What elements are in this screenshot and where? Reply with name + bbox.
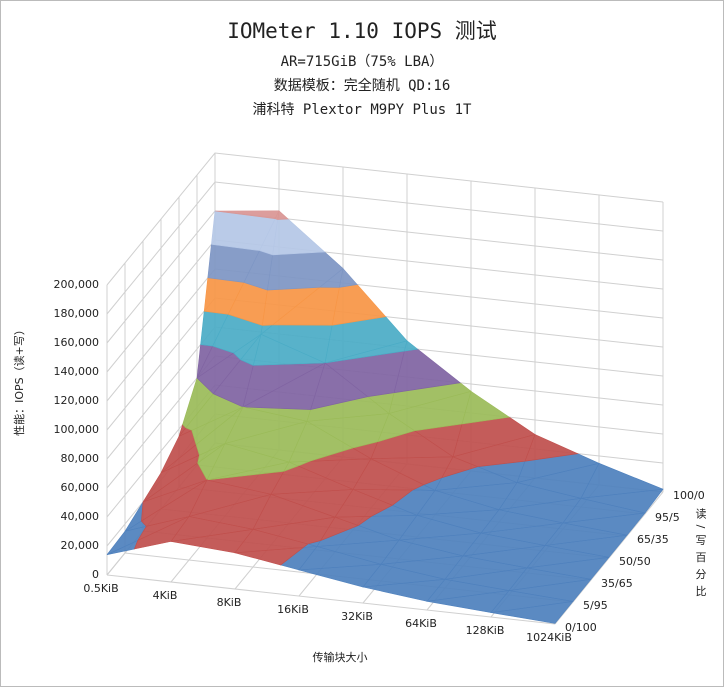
surface-cell bbox=[516, 434, 600, 499]
depth-tick-label: 65/35 bbox=[637, 533, 669, 546]
y-tick-label: 180,000 bbox=[54, 307, 100, 320]
surface-cell bbox=[306, 362, 390, 460]
surface-piece bbox=[416, 490, 500, 516]
depth-tick-label: 100/0 bbox=[673, 489, 705, 502]
surface-piece bbox=[480, 509, 564, 534]
surface-piece bbox=[233, 334, 262, 361]
surface-cell bbox=[288, 420, 373, 490]
surface-piece bbox=[141, 479, 208, 522]
surface-piece bbox=[298, 546, 382, 571]
depth-tick-label: 5/95 bbox=[583, 599, 608, 612]
chart-subtitle: 数据模板：完全随机 QD:16 bbox=[274, 77, 451, 94]
surface-piece bbox=[252, 333, 326, 366]
y-tick-label: 120,000 bbox=[54, 394, 100, 407]
surface-piece bbox=[380, 539, 464, 565]
x-tick-label: 64KiB bbox=[405, 617, 437, 630]
x-tick-label: 4KiB bbox=[153, 589, 178, 602]
surface-piece bbox=[339, 267, 358, 288]
surface-piece bbox=[191, 406, 244, 446]
surface-piece bbox=[524, 434, 579, 462]
x-tick-label: 0.5KiB bbox=[83, 582, 118, 595]
surface-piece bbox=[188, 479, 272, 517]
surface-piece bbox=[508, 567, 592, 591]
surface-piece bbox=[334, 489, 394, 518]
y-tick-label: 40,000 bbox=[61, 510, 100, 523]
surface-piece bbox=[170, 516, 254, 542]
surface-piece bbox=[252, 493, 336, 530]
surface-piece bbox=[426, 578, 510, 602]
depth-axis-title: 读/写百分比 bbox=[694, 506, 707, 602]
surface-cell bbox=[398, 514, 482, 557]
surface-piece bbox=[319, 516, 360, 542]
surface-piece bbox=[362, 563, 446, 588]
floor-grid bbox=[106, 574, 556, 625]
y-tick-label: 20,000 bbox=[61, 539, 100, 552]
surface-piece bbox=[498, 482, 582, 511]
surface-cell bbox=[352, 458, 436, 516]
surface-piece bbox=[310, 362, 369, 411]
surface-piece bbox=[444, 555, 528, 580]
floor-grid bbox=[554, 491, 664, 625]
x-tick-label: 1024KiB bbox=[526, 631, 572, 644]
surface-piece bbox=[352, 458, 425, 491]
y-tick-label: 140,000 bbox=[54, 365, 100, 378]
surface-cell bbox=[498, 482, 582, 524]
depth-tick-label: 50/50 bbox=[619, 555, 651, 568]
surface-cell bbox=[462, 532, 546, 569]
x-tick-label: 8KiB bbox=[217, 596, 242, 609]
surface-piece bbox=[377, 413, 416, 443]
x-axis-title: 传输块大小 bbox=[313, 650, 368, 664]
surface-piece bbox=[214, 210, 280, 220]
surface-cell bbox=[196, 210, 280, 379]
y-tick-label: 0 bbox=[92, 568, 99, 581]
y-tick-label: 100,000 bbox=[54, 423, 100, 436]
surface-cell bbox=[160, 406, 244, 474]
surface-piece bbox=[283, 461, 299, 472]
surface-piece bbox=[234, 528, 309, 554]
x-tick-label: 32KiB bbox=[341, 610, 373, 623]
surface-cell bbox=[142, 443, 226, 503]
surface-piece bbox=[137, 516, 190, 542]
surface-piece bbox=[197, 443, 226, 464]
surface-cell bbox=[298, 546, 382, 588]
depth-tick-label: 95/5 bbox=[655, 511, 680, 524]
surface-cell bbox=[324, 267, 408, 415]
chart-subtitle: 浦科特 Plextor M9PY Plus 1T bbox=[252, 102, 472, 118]
surface-piece bbox=[403, 340, 419, 352]
surface-cell bbox=[234, 528, 318, 571]
surface-piece bbox=[526, 545, 610, 569]
surface-piece bbox=[441, 456, 479, 479]
surface-piece bbox=[461, 390, 511, 425]
surface-piece bbox=[398, 514, 482, 541]
surface-piece bbox=[580, 462, 664, 499]
surface-piece bbox=[206, 443, 290, 481]
surface-piece bbox=[490, 590, 574, 614]
y-tick-label: 160,000 bbox=[54, 336, 100, 349]
surface-cell bbox=[526, 545, 610, 580]
surface-cell bbox=[260, 210, 344, 364]
surface-piece bbox=[562, 497, 646, 524]
x-tick-label: 16KiB bbox=[277, 603, 309, 616]
surface-cell bbox=[316, 516, 400, 565]
y-tick-label: 60,000 bbox=[61, 481, 100, 494]
depth-tick-label: 35/65 bbox=[601, 577, 633, 590]
chart-subtitle: AR=715GiB（75% LBA） bbox=[281, 54, 444, 70]
chart-title: IOMeter 1.10 IOPS 测试 bbox=[227, 19, 497, 43]
y-tick-label: 80,000 bbox=[61, 452, 100, 465]
surface-cell bbox=[388, 340, 472, 458]
surface-piece bbox=[288, 420, 354, 463]
surface-piece bbox=[224, 406, 308, 444]
x-tick-label: 128KiB bbox=[466, 624, 505, 637]
surface-cell bbox=[334, 489, 418, 541]
surface-cell bbox=[106, 515, 190, 555]
surface-piece bbox=[277, 210, 289, 220]
depth-tick-label: 0/100 bbox=[565, 621, 597, 634]
y-tick-label: 200,000 bbox=[54, 278, 100, 291]
y-axis-title: 性能：IOPS（读+写） bbox=[12, 324, 26, 436]
surface-cell bbox=[490, 590, 574, 624]
surface-piece bbox=[544, 522, 628, 546]
surface-piece bbox=[462, 532, 546, 557]
